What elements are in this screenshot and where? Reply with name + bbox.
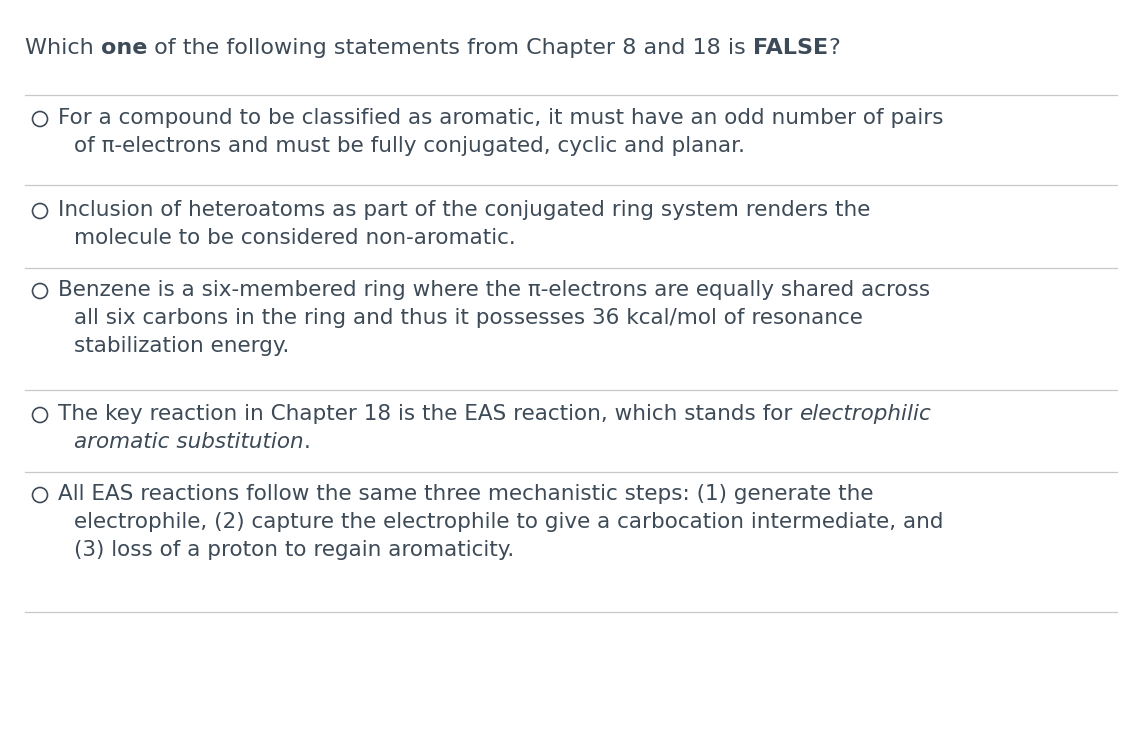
Text: The key reaction in Chapter 18 is the EAS reaction, which stands for: The key reaction in Chapter 18 is the EA… [58, 404, 799, 424]
Text: electrophile, (2) capture the electrophile to give a carbocation intermediate, a: electrophile, (2) capture the electrophi… [74, 512, 943, 532]
Text: stabilization energy.: stabilization energy. [74, 336, 289, 356]
Text: aromatic substitution: aromatic substitution [74, 432, 304, 452]
Text: (3) loss of a proton to regain aromaticity.: (3) loss of a proton to regain aromatici… [74, 540, 514, 560]
Text: Which: Which [25, 38, 100, 58]
Text: one: one [100, 38, 147, 58]
Text: of π-electrons and must be fully conjugated, cyclic and planar.: of π-electrons and must be fully conjuga… [74, 136, 745, 156]
Text: FALSE: FALSE [753, 38, 828, 58]
Text: Benzene is a six-membered ring where the π-electrons are equally shared across: Benzene is a six-membered ring where the… [58, 280, 930, 300]
Text: molecule to be considered non-aromatic.: molecule to be considered non-aromatic. [74, 228, 516, 248]
Text: electrophilic: electrophilic [799, 404, 931, 424]
Text: All EAS reactions follow the same three mechanistic steps: (1) generate the: All EAS reactions follow the same three … [58, 484, 874, 504]
Text: ?: ? [828, 38, 841, 58]
Text: For a compound to be classified as aromatic, it must have an odd number of pairs: For a compound to be classified as aroma… [58, 108, 943, 128]
Text: Inclusion of heteroatoms as part of the conjugated ring system renders the: Inclusion of heteroatoms as part of the … [58, 200, 870, 220]
Text: all six carbons in the ring and thus it possesses 36 kcal/mol of resonance: all six carbons in the ring and thus it … [74, 308, 863, 328]
Text: .: . [304, 432, 311, 452]
Text: of the following statements from Chapter 8 and 18 is: of the following statements from Chapter… [147, 38, 753, 58]
